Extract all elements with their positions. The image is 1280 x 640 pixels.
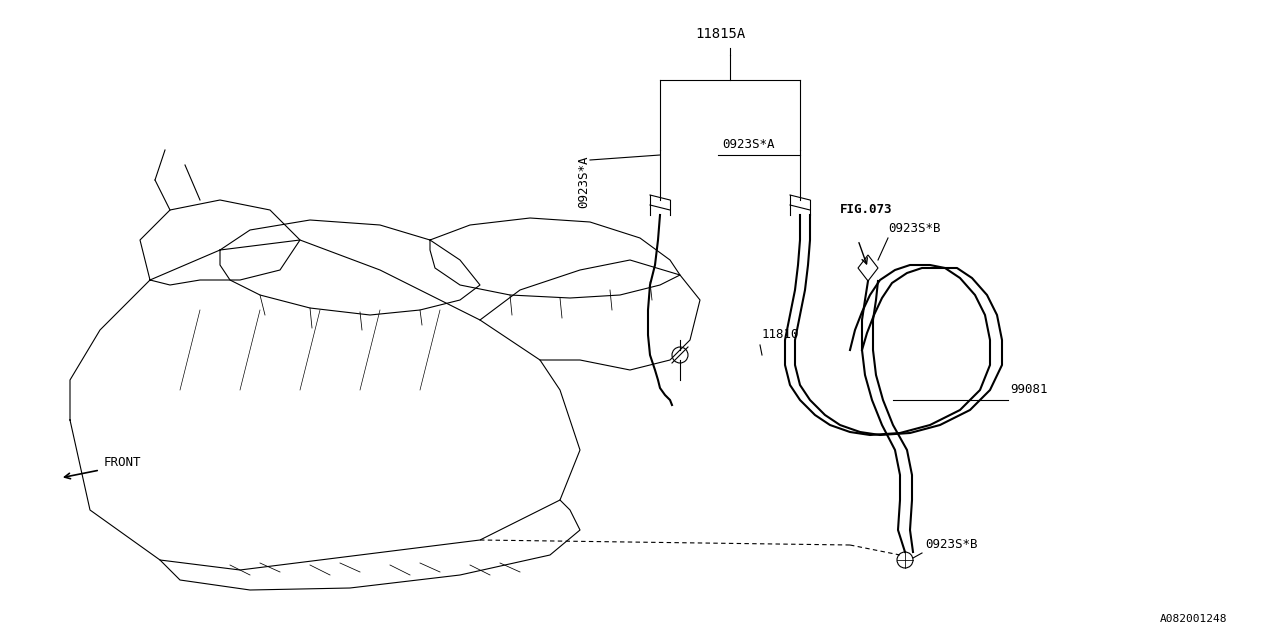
- Text: 99081: 99081: [1010, 383, 1047, 396]
- Text: FRONT: FRONT: [104, 456, 142, 469]
- Text: 0923S*B: 0923S*B: [925, 538, 978, 551]
- Text: 0923S*B: 0923S*B: [888, 222, 941, 235]
- Text: 11815A: 11815A: [695, 27, 745, 41]
- Text: 0923S*A: 0923S*A: [577, 155, 590, 207]
- Text: A082001248: A082001248: [1160, 614, 1228, 624]
- Text: FIG.073: FIG.073: [840, 203, 892, 216]
- Text: 11810: 11810: [762, 328, 800, 341]
- Text: 0923S*A: 0923S*A: [722, 138, 774, 151]
